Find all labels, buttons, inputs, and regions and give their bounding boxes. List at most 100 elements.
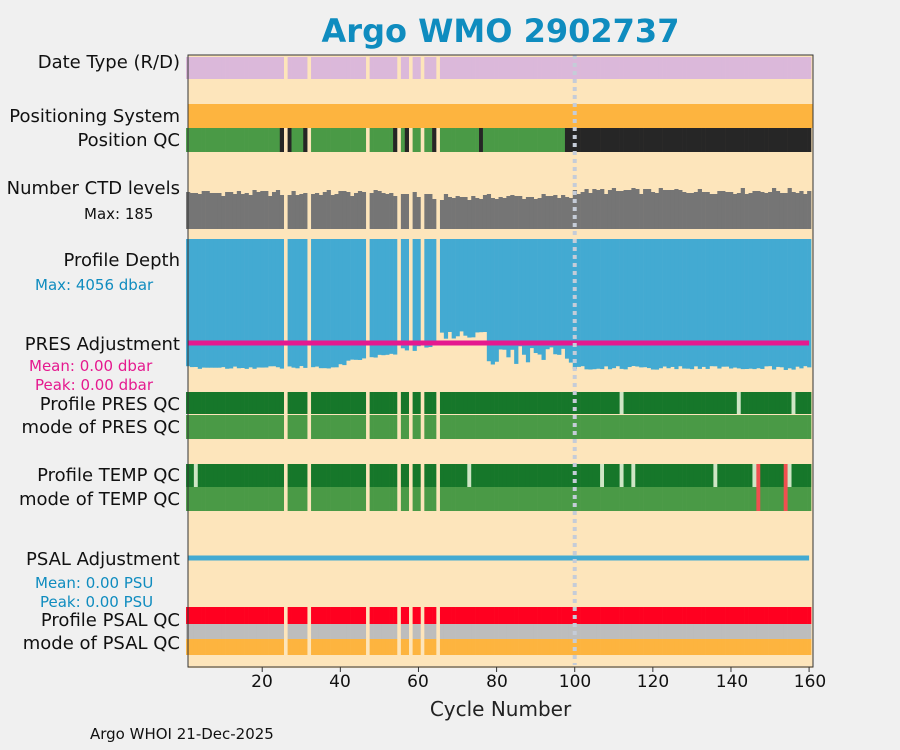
- label-position-qc: Position QC: [77, 130, 180, 151]
- ctd-levels-bar-cycle-7: [209, 193, 214, 229]
- date-type-bar-cycle-158: [799, 57, 804, 79]
- position-qc-bar-cycle-51: [381, 128, 386, 152]
- profile-pres-qc-bar-cycle-44: [354, 392, 359, 414]
- mode-psal-qc-gray-bar-cycle-133: [701, 624, 706, 639]
- profile-temp-qc-bar-cycle-35: [318, 464, 324, 487]
- profile-depth-bar-cycle-71: [459, 239, 464, 332]
- profile-pres-qc-bar-cycle-45: [357, 392, 363, 414]
- mode-psal-qc-bar-cycle-89: [529, 639, 535, 655]
- profile-psal-qc-bar-cycle-153: [779, 607, 785, 624]
- date-type-bar-cycle-5: [201, 57, 206, 79]
- date-type-bar-cycle-34: [314, 57, 320, 79]
- mode-psal-qc-bar-cycle-97: [561, 639, 566, 655]
- date-type-bar-cycle-37: [326, 57, 331, 79]
- mode-psal-qc-bar-cycle-12: [229, 639, 234, 655]
- mode-psal-qc-gray-bar-cycle-154: [783, 624, 788, 639]
- profile-temp-qc-bar-cycle-97: [561, 464, 566, 487]
- position-qc-bar-cycle-40: [338, 128, 343, 152]
- mode-temp-qc-bar-cycle-89: [529, 487, 535, 511]
- mode-temp-qc-bar-cycle-31: [303, 487, 308, 511]
- profile-psal-qc-bar-cycle-158: [799, 607, 804, 624]
- profile-psal-qc-bar-cycle-46: [361, 607, 367, 624]
- position-qc-bar-cycle-74: [471, 128, 476, 152]
- mode-psal-qc-bar-cycle-11: [225, 639, 230, 655]
- profile-pres-qc-bar-cycle-68: [447, 392, 452, 414]
- ctd-levels-bar-cycle-20: [260, 191, 265, 229]
- date-type-bar-cycle-124: [666, 57, 671, 79]
- date-type-bar-cycle-148: [760, 57, 765, 79]
- position-qc-bar-cycle-79: [490, 128, 495, 152]
- position-qc-bar-cycle-41: [342, 128, 347, 152]
- mode-psal-qc-gray-bar-cycle-62: [424, 624, 429, 639]
- ctd-levels-bar-cycle-5: [201, 191, 206, 229]
- date-type-bar-cycle-143: [740, 57, 745, 79]
- mode-psal-qc-bar-cycle-131: [693, 639, 699, 655]
- profile-temp-qc-bar-cycle-2: [189, 464, 195, 487]
- date-type-bar-cycle-137: [717, 57, 722, 79]
- profile-depth-bar-cycle-122: [658, 239, 663, 369]
- position-qc-bar-cycle-57: [404, 128, 410, 152]
- profile-pres-qc-bar-cycle-53: [389, 392, 394, 414]
- mode-psal-qc-gray-bar-cycle-120: [650, 624, 656, 639]
- mode-temp-qc-bar-cycle-87: [521, 487, 527, 511]
- profile-psal-qc-bar-cycle-129: [686, 607, 691, 624]
- profile-pres-qc-bar-cycle-84: [510, 392, 515, 414]
- profile-temp-qc-bar-cycle-120: [650, 464, 656, 487]
- profile-temp-qc-bar-cycle-76: [479, 464, 484, 487]
- mode-psal-qc-gray-bar-cycle-73: [467, 624, 472, 639]
- ctd-levels-bar-cycle-87: [521, 199, 527, 229]
- profile-pres-qc-bar-cycle-101: [576, 392, 581, 414]
- ctd-levels-bar-cycle-135: [709, 194, 714, 229]
- mode-psal-qc-bar-cycle-104: [588, 639, 593, 655]
- profile-depth-bar-cycle-42: [346, 239, 351, 361]
- profile-temp-qc-bar-cycle-71: [459, 464, 464, 487]
- mode-psal-qc-gray-bar-cycle-156: [791, 624, 796, 639]
- profile-depth-bar-cycle-76: [479, 239, 484, 333]
- profile-psal-qc-bar-cycle-115: [631, 607, 636, 624]
- profile-pres-qc-bar-cycle-86: [518, 392, 523, 414]
- mode-psal-qc-bar-cycle-56: [400, 639, 406, 655]
- mode-psal-qc-bar-cycle-16: [244, 639, 249, 655]
- mode-psal-qc-bar-cycle-98: [564, 639, 570, 655]
- date-type-bar-cycle-68: [447, 57, 452, 79]
- mode-pres-qc-bar-cycle-117: [639, 415, 644, 439]
- date-type-bar-cycle-100: [572, 57, 577, 79]
- mode-psal-qc-gray-bar-cycle-23: [271, 624, 277, 639]
- mode-psal-qc-gray-bar-cycle-74: [471, 624, 476, 639]
- position-qc-bar-cycle-156: [791, 128, 796, 152]
- mode-pres-qc-bar-cycle-109: [607, 415, 613, 439]
- profile-depth-bar-cycle-70: [455, 239, 460, 337]
- mode-temp-qc-bar-cycle-124: [666, 487, 671, 511]
- profile-psal-qc-bar-cycle-114: [627, 607, 632, 624]
- date-type-bar-cycle-99: [568, 57, 574, 79]
- profile-psal-qc-bar-cycle-78: [486, 607, 492, 624]
- mode-pres-qc-bar-cycle-73: [467, 415, 472, 439]
- date-type-bar-cycle-126: [674, 57, 679, 79]
- profile-pres-qc-bar-cycle-9: [217, 392, 222, 414]
- position-qc-bar-cycle-11: [225, 128, 230, 152]
- mode-pres-qc-bar-cycle-13: [232, 415, 238, 439]
- mode-psal-qc-gray-bar-cycle-33: [311, 624, 316, 639]
- date-type-bar-cycle-48: [369, 57, 374, 79]
- ctd-levels-bar-cycle-140: [729, 192, 734, 229]
- position-qc-bar-cycle-42: [346, 128, 351, 152]
- mode-psal-qc-bar-cycle-155: [787, 639, 792, 655]
- mode-temp-qc-bar-cycle-127: [678, 487, 683, 511]
- mode-psal-qc-gray-bar-cycle-44: [354, 624, 359, 639]
- profile-depth-bar-cycle-124: [666, 239, 671, 369]
- mode-psal-qc-bar-cycle-130: [689, 639, 695, 655]
- profile-psal-qc-bar-cycle-76: [479, 607, 484, 624]
- ctd-levels-bar-cycle-34: [314, 193, 320, 229]
- position-qc-bar-cycle-141: [732, 128, 738, 152]
- mode-psal-qc-gray-bar-cycle-19: [256, 624, 261, 639]
- mode-psal-qc-bar-cycle-19: [256, 639, 261, 655]
- profile-pres-qc-bar-cycle-134: [705, 392, 710, 414]
- mode-psal-qc-gray-bar-cycle-25: [279, 624, 285, 639]
- profile-psal-qc-bar-cycle-70: [455, 607, 460, 624]
- profile-depth-bar-cycle-144: [744, 239, 749, 369]
- position-qc-bar-cycle-107: [600, 128, 605, 152]
- mode-temp-qc-bar-cycle-145: [748, 487, 753, 511]
- profile-pres-qc-bar-cycle-141: [732, 392, 738, 414]
- profile-pres-qc-bar-cycle-115: [631, 392, 636, 414]
- mode-temp-qc-bar-cycle-35: [318, 487, 324, 511]
